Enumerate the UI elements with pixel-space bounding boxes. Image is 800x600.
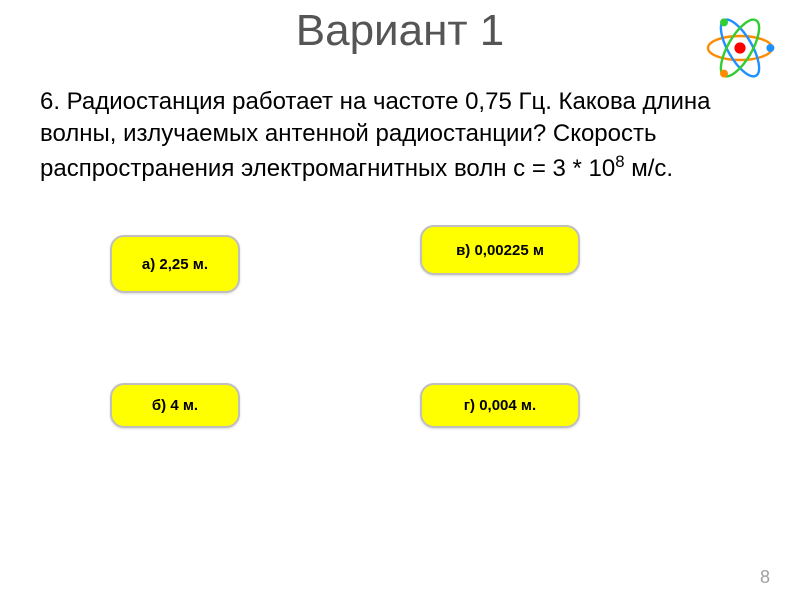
answer-option-d[interactable]: г) 0,004 м. [420, 383, 580, 428]
question-suffix: м/с. [625, 155, 674, 182]
answer-option-b[interactable]: б) 4 м. [110, 383, 240, 428]
answer-option-a[interactable]: а) 2,25 м. [110, 235, 240, 293]
question-text: 6. Радиостанция работает на частоте 0,75… [0, 56, 800, 185]
atom-icon [700, 8, 780, 88]
answer-option-c[interactable]: в) 0,00225 м [420, 225, 580, 275]
page-title: Вариант 1 [0, 0, 800, 56]
question-prefix: 6. Радиостанция работает на частоте 0,75… [40, 88, 711, 182]
page-number: 8 [760, 567, 770, 588]
question-exponent: 8 [615, 152, 624, 171]
answers-region: а) 2,25 м. в) 0,00225 м б) 4 м. г) 0,004… [0, 215, 800, 475]
